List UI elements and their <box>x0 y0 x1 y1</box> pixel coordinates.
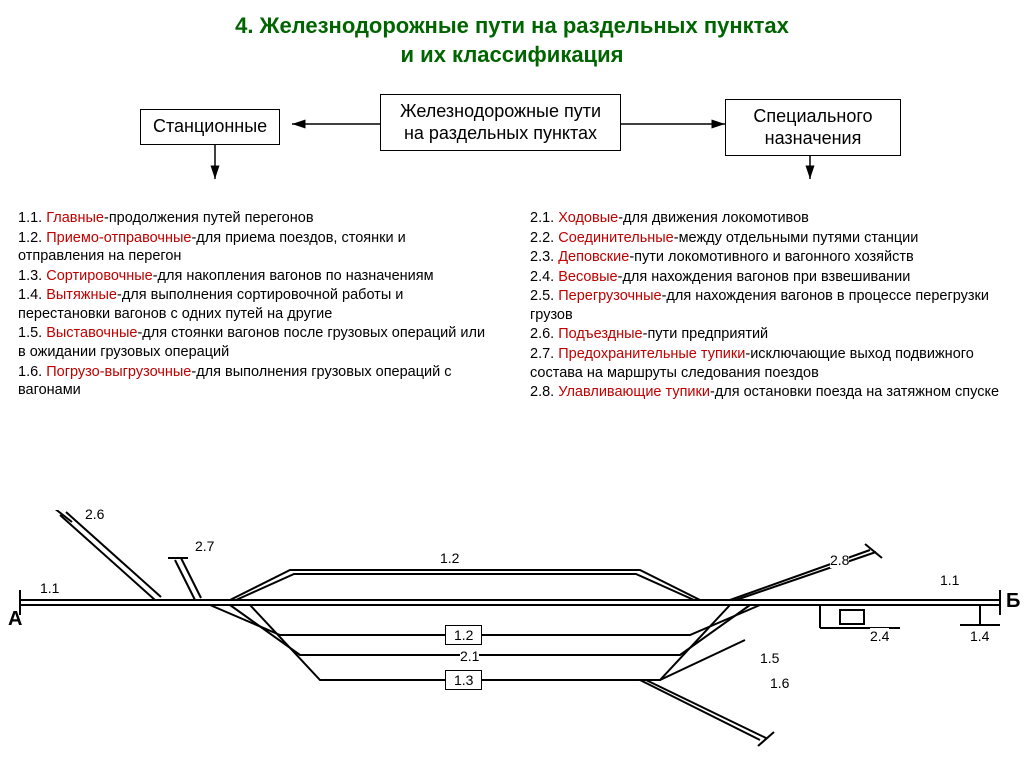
list-item: 1.2. Приемо-отправочные-для приема поезд… <box>18 229 494 266</box>
list-item: 2.5. Перегрузочные-для нахождения вагоно… <box>530 287 1006 324</box>
label-2-1: 2.1 <box>460 648 479 664</box>
label-1-3-box: 1.3 <box>445 670 482 690</box>
list-item: 1.4. Вытяжные-для выполнения сортировочн… <box>18 286 494 323</box>
label-2-6: 2.6 <box>85 506 104 522</box>
list-item: 2.3. Деповские-пути локомотивного и ваго… <box>530 248 1006 267</box>
label-1-5: 1.5 <box>760 650 779 666</box>
label-2-4: 2.4 <box>870 628 889 644</box>
list-item: 2.8. Улавливающие тупики-для остановки п… <box>530 383 1006 402</box>
box-right-text: Специального назначения <box>753 106 872 148</box>
list-item: 2.6. Подъездные-пути предприятий <box>530 325 1006 344</box>
box-left: Станционные <box>140 109 280 145</box>
label-1-2-box: 1.2 <box>445 625 482 645</box>
label-1-6: 1.6 <box>770 675 789 691</box>
right-column: 2.1. Ходовые-для движения локомотивов2.2… <box>512 209 1024 402</box>
box-right: Специального назначения <box>725 99 901 156</box>
list-item: 2.4. Весовые-для нахождения вагонов при … <box>530 268 1006 287</box>
flow-diagram: Железнодорожные пути на раздельных пункт… <box>0 69 1024 209</box>
page-title: 4. Железнодорожные пути на раздельных пу… <box>0 0 1024 69</box>
label-1-1-right: 1.1 <box>940 572 959 588</box>
list-item: 1.5. Выставочные-для стоянки вагонов пос… <box>18 324 494 361</box>
title-line1: 4. Железнодорожные пути на раздельных пу… <box>235 13 789 38</box>
list-item: 2.2. Соединительные-между отдельными пут… <box>530 229 1006 248</box>
box-center: Железнодорожные пути на раздельных пункт… <box>380 94 621 151</box>
label-2-8: 2.8 <box>830 552 849 568</box>
list-item: 2.7. Предохранительные тупики-исключающи… <box>530 345 1006 382</box>
list-item: 1.3. Сортировочные-для накопления вагоно… <box>18 267 494 286</box>
track-diagram: А Б 2.6 2.7 1.1 1.2 2.8 1.1 1.2 2.1 1.3 … <box>0 510 1024 760</box>
end-label-a: А <box>8 608 22 631</box>
list-item: 1.6. Погрузо-выгрузочные-для выполнения … <box>18 363 494 400</box>
left-column: 1.1. Главные-продолжения путей перегонов… <box>0 209 512 402</box>
box-center-text: Железнодорожные пути на раздельных пункт… <box>400 101 601 143</box>
classification-columns: 1.1. Главные-продолжения путей перегонов… <box>0 209 1024 402</box>
label-1-1-left: 1.1 <box>40 580 59 596</box>
label-1-4: 1.4 <box>970 628 989 644</box>
list-item: 1.1. Главные-продолжения путей перегонов <box>18 209 494 228</box>
label-1-2-top: 1.2 <box>440 550 459 566</box>
end-label-b: Б <box>1006 590 1020 613</box>
title-line2: и их классификация <box>401 42 624 67</box>
label-2-7: 2.7 <box>195 538 214 554</box>
box-left-text: Станционные <box>153 116 267 136</box>
list-item: 2.1. Ходовые-для движения локомотивов <box>530 209 1006 228</box>
